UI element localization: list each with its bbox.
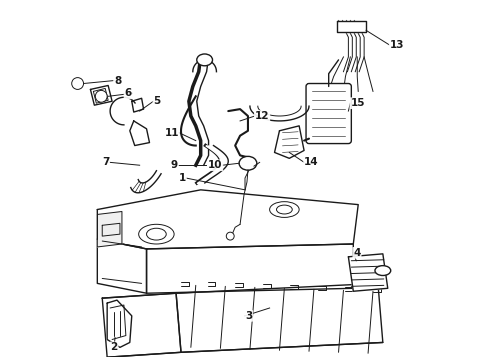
Ellipse shape [147,228,166,240]
Polygon shape [102,293,181,357]
Polygon shape [348,254,388,291]
Ellipse shape [270,202,299,217]
Text: 13: 13 [390,40,404,50]
Text: 2: 2 [110,342,118,352]
FancyBboxPatch shape [306,84,351,144]
Ellipse shape [375,266,391,275]
Text: 5: 5 [153,96,161,106]
Ellipse shape [72,78,83,89]
Text: 14: 14 [304,157,319,167]
Polygon shape [274,126,304,158]
Text: 4: 4 [353,248,361,258]
Polygon shape [91,85,112,105]
Polygon shape [176,283,383,352]
Polygon shape [102,223,120,236]
Text: 11: 11 [165,128,179,138]
Polygon shape [130,121,149,145]
Ellipse shape [239,156,257,170]
Text: 6: 6 [124,88,132,98]
Text: 15: 15 [350,98,365,108]
Text: 1: 1 [179,173,186,183]
Text: 9: 9 [171,160,178,170]
Ellipse shape [139,224,174,244]
Polygon shape [131,171,161,193]
Polygon shape [98,190,358,249]
Polygon shape [147,244,353,293]
Polygon shape [98,212,122,247]
Ellipse shape [96,90,107,102]
Text: 8: 8 [114,76,122,86]
Ellipse shape [226,232,234,240]
Text: 3: 3 [245,311,252,321]
Ellipse shape [276,205,292,214]
Polygon shape [107,300,132,347]
Polygon shape [94,89,108,103]
Polygon shape [132,98,144,112]
Polygon shape [337,21,366,32]
Text: 10: 10 [208,160,222,170]
Polygon shape [98,239,147,293]
Ellipse shape [197,54,213,66]
Text: 12: 12 [255,111,270,121]
Text: 7: 7 [102,157,109,167]
